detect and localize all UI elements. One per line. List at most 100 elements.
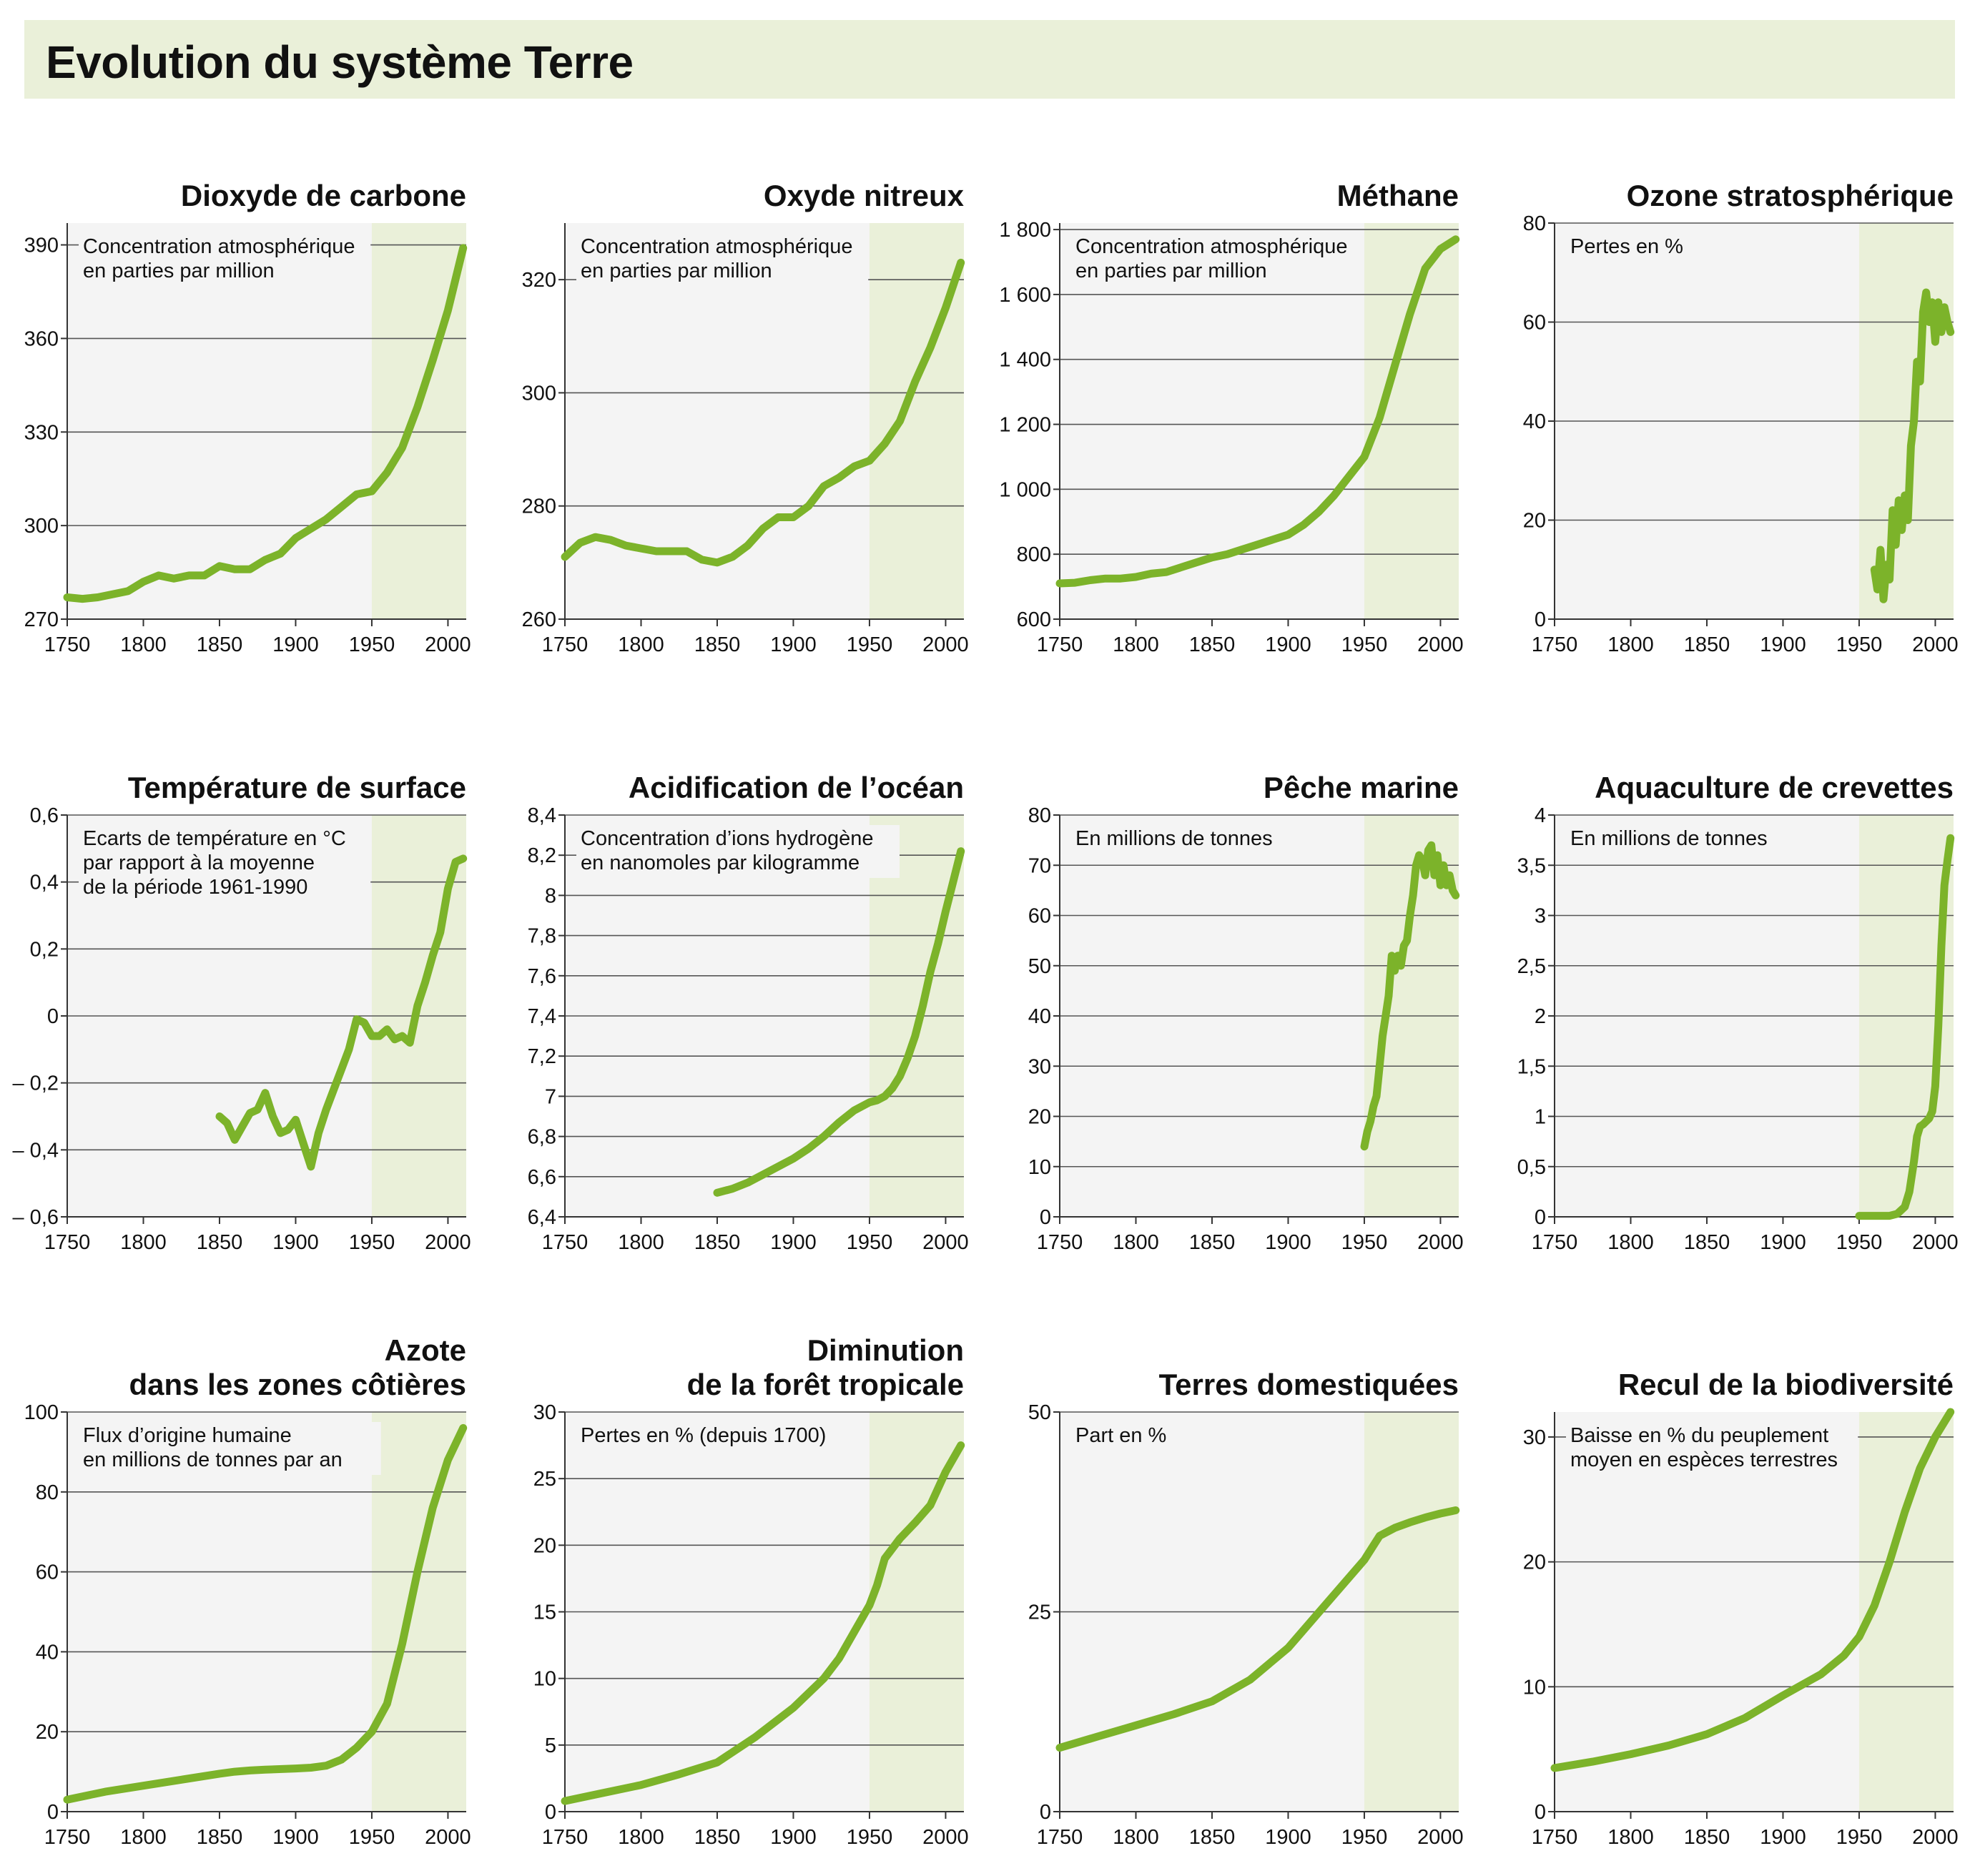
series-line xyxy=(63,1423,468,1804)
x-tick-label: 1950 xyxy=(847,1826,893,1849)
y-tick-label: 7,6 xyxy=(528,965,556,988)
y-tick-label: 0 xyxy=(1535,1801,1546,1824)
x-tick-label: 1750 xyxy=(44,633,91,656)
chart-note-line: Pertes en % (depuis 1700) xyxy=(581,1424,826,1447)
y-tick-label: 360 xyxy=(24,327,59,350)
x-tick-label: 1750 xyxy=(1532,1826,1578,1849)
y-tick-label: 20 xyxy=(1523,1551,1546,1574)
y-tick-label: 60 xyxy=(1028,905,1051,928)
y-tick-label: 280 xyxy=(522,495,556,518)
x-tick-label: 2000 xyxy=(1417,633,1464,656)
x-tick-label: 1850 xyxy=(1189,633,1236,656)
chart-title: Azote xyxy=(385,1333,466,1367)
y-tick-label: 800 xyxy=(1017,543,1051,566)
y-tick-label: 50 xyxy=(1028,1401,1051,1424)
x-tick-label: 1750 xyxy=(1532,633,1578,656)
y-tick-label: 7,8 xyxy=(528,925,556,948)
y-tick-label: 1,5 xyxy=(1517,1055,1546,1078)
y-tick-label: 60 xyxy=(36,1561,59,1584)
y-tick-label: 50 xyxy=(1028,955,1051,978)
y-tick-label: 1 800 xyxy=(999,219,1051,242)
chart-title: Recul de la biodiversité xyxy=(1618,1368,1954,1401)
chart-note: Pertes en % xyxy=(1566,233,1691,262)
y-tick-label: 60 xyxy=(1523,312,1546,335)
y-tick-label: 20 xyxy=(36,1721,59,1744)
y-tick-label: 6,6 xyxy=(528,1166,556,1189)
x-tick-label: 1850 xyxy=(1684,633,1730,656)
panel-5: – 0,6 – 0,4 – 0,2 0 0,2 0,4 0,6 1750 1800 1850 190… xyxy=(13,771,471,1254)
y-tick-label: 0 xyxy=(47,1801,59,1824)
series-line xyxy=(1870,288,1955,603)
chart-title: de la forêt tropicale xyxy=(687,1368,964,1401)
y-tick-label: 0 xyxy=(47,1005,59,1028)
y-tick-label: 30 xyxy=(1028,1055,1051,1078)
y-tick-label: 300 xyxy=(522,382,556,405)
x-tick-label: 1950 xyxy=(847,1231,893,1254)
x-tick-label: 1900 xyxy=(1265,633,1311,656)
y-tick-label: 10 xyxy=(1523,1676,1546,1699)
y-tick-label: 0 xyxy=(1040,1206,1051,1229)
y-tick-label: 1 600 xyxy=(999,284,1051,307)
x-tick-label: 1850 xyxy=(1189,1231,1236,1254)
y-tick-label: 40 xyxy=(1523,410,1546,433)
y-tick-label: 1 400 xyxy=(999,349,1051,372)
y-tick-label: 8,2 xyxy=(528,844,556,867)
chart-note-line: en parties par million xyxy=(1075,260,1267,282)
x-tick-label: 1750 xyxy=(1037,1231,1083,1254)
x-tick-label: 1800 xyxy=(120,1231,167,1254)
chart-note-line: Ecarts de température en °C xyxy=(83,827,346,850)
y-tick-label: 20 xyxy=(1028,1106,1051,1129)
x-tick-label: 2000 xyxy=(1912,633,1959,656)
chart-title: dans les zones côtières xyxy=(129,1368,466,1401)
x-tick-label: 2000 xyxy=(922,1826,969,1849)
x-tick-label: 1950 xyxy=(349,1826,395,1849)
x-tick-label: 1800 xyxy=(1113,1231,1159,1254)
chart-title: Acidification de l’océan xyxy=(629,771,964,804)
chart-title: Diminution xyxy=(807,1333,964,1367)
y-tick-label: 260 xyxy=(522,608,556,631)
chart-title: Température de surface xyxy=(128,771,466,804)
chart-note-line: de la période 1961-1990 xyxy=(83,876,307,899)
series-line xyxy=(1360,841,1460,1151)
x-tick-label: 1900 xyxy=(1760,1231,1806,1254)
chart-title: Terres domestiquées xyxy=(1159,1368,1459,1401)
y-tick-label: 10 xyxy=(1028,1156,1051,1179)
panel-3: 600 800 1 000 1 200 1 400 1 600 1 800 1750 1800 1… xyxy=(999,179,1463,656)
panel-11: 0 25 50 1750 1800 1850 1900 1950 2000 Part en % Te… xyxy=(1028,1368,1464,1849)
y-tick-label: 3,5 xyxy=(1517,854,1546,877)
chart-title: Ozone stratosphérique xyxy=(1627,179,1954,212)
x-tick-label: 1900 xyxy=(272,1231,319,1254)
chart-note-background xyxy=(1566,825,1796,854)
y-tick-label: 0,5 xyxy=(1517,1156,1546,1179)
chart-note-line: Concentration d’ions hydrogène xyxy=(581,827,874,850)
y-tick-label: 1 xyxy=(1535,1106,1546,1129)
chart-note-line: Concentration atmosphérique xyxy=(581,235,852,258)
chart-title: Dioxyde de carbone xyxy=(181,179,466,212)
y-tick-label: 20 xyxy=(1523,510,1546,533)
x-tick-label: 1950 xyxy=(847,633,893,656)
panel-12: 0 10 20 30 1750 1800 1850 1900 1950 2000 Baisse en… xyxy=(1523,1368,1959,1849)
y-tick-label: 25 xyxy=(1028,1601,1051,1624)
x-tick-label: 1950 xyxy=(1836,1826,1883,1849)
y-tick-label: 8,4 xyxy=(528,804,556,827)
x-tick-label: 1950 xyxy=(1836,633,1883,656)
series-line xyxy=(1855,834,1955,1220)
y-tick-label: 80 xyxy=(1523,212,1546,235)
x-tick-label: 2000 xyxy=(1417,1231,1464,1254)
chart-note-background xyxy=(1071,825,1301,854)
chart-note-background xyxy=(1071,233,1364,286)
x-tick-label: 1900 xyxy=(272,1826,319,1849)
y-tick-label: 20 xyxy=(533,1534,556,1557)
highlight-region xyxy=(869,223,964,619)
chart-title: Pêche marine xyxy=(1264,771,1459,804)
x-tick-label: 1750 xyxy=(1037,1826,1083,1849)
chart-note-background xyxy=(79,825,371,902)
y-tick-label: 25 xyxy=(533,1468,556,1491)
x-tick-label: 1850 xyxy=(1684,1231,1730,1254)
chart-note-line: Pertes en % xyxy=(1570,235,1683,258)
y-tick-label: – 0,4 xyxy=(13,1139,59,1162)
x-tick-label: 1900 xyxy=(770,1826,817,1849)
x-tick-label: 1850 xyxy=(197,1231,243,1254)
